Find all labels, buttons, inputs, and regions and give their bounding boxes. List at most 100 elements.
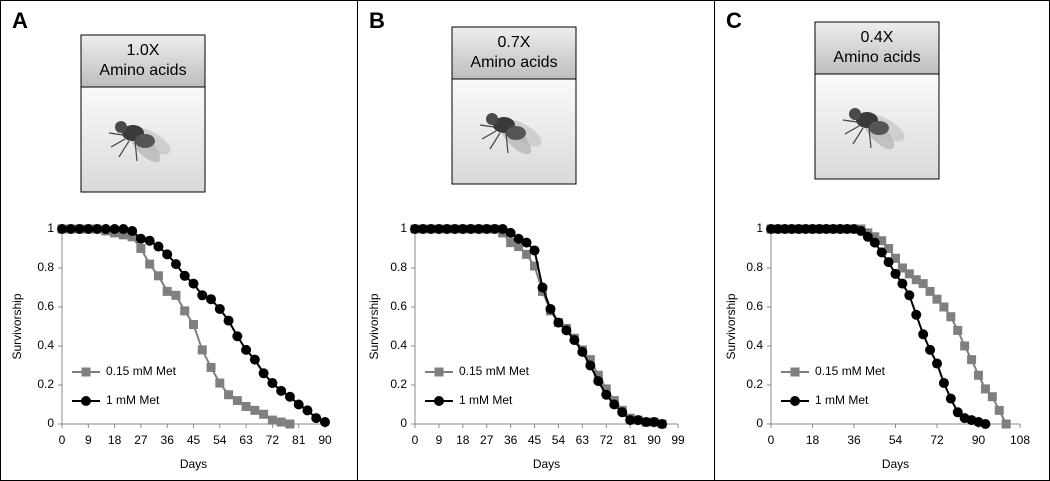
marker <box>553 317 564 328</box>
x-axis-title: Days <box>180 457 207 471</box>
marker <box>136 244 146 253</box>
marker <box>897 263 907 273</box>
y-tick-label: 0.8 <box>37 260 54 274</box>
marker <box>57 224 67 234</box>
fly-leg <box>134 140 138 162</box>
marker <box>835 224 846 234</box>
marker <box>807 224 818 234</box>
marker <box>862 231 873 242</box>
marker <box>904 269 914 279</box>
x-tick-label: 72 <box>600 433 614 447</box>
marker <box>967 355 977 365</box>
x-tick-label: 45 <box>528 433 542 447</box>
marker <box>974 370 983 380</box>
marker <box>417 224 428 234</box>
marker <box>987 392 997 402</box>
marker <box>81 396 91 406</box>
marker <box>81 367 91 377</box>
marker <box>311 413 322 424</box>
marker <box>960 341 970 351</box>
fly-abdomen <box>506 126 526 140</box>
legend-label: 0.15 mM Met <box>106 364 177 378</box>
x-tick-label: 9 <box>436 433 443 447</box>
marker <box>772 224 783 234</box>
marker <box>92 224 103 234</box>
marker <box>994 405 1004 415</box>
series-line <box>415 228 663 425</box>
x-axis-title: Days <box>533 457 560 471</box>
marker <box>197 345 207 355</box>
panel-label: B <box>369 8 385 33</box>
y-tick-label: 0.2 <box>746 377 763 391</box>
y-tick-label: 1 <box>756 221 763 235</box>
marker <box>425 224 436 234</box>
marker <box>506 238 516 248</box>
fly-leg <box>108 132 124 136</box>
marker <box>145 259 155 269</box>
x-tick-label: 18 <box>108 433 122 447</box>
x-tick-label: 63 <box>576 433 590 447</box>
marker <box>434 367 444 377</box>
marker <box>952 407 963 418</box>
fly-head <box>115 121 127 133</box>
marker <box>473 224 484 234</box>
marker <box>869 237 880 248</box>
marker <box>250 405 260 415</box>
marker <box>585 355 595 365</box>
marker <box>441 224 452 234</box>
fly-head <box>849 108 861 120</box>
marker <box>938 378 949 389</box>
x-tick-label: 27 <box>134 433 148 447</box>
y-tick-label: 0.4 <box>746 338 763 352</box>
x-tick-label: 81 <box>292 433 306 447</box>
y-tick-label: 0.8 <box>390 260 407 274</box>
marker <box>258 368 269 379</box>
header-box <box>451 26 577 80</box>
marker <box>188 278 199 289</box>
panel: B 0.7X Amino acids 0 0.2 0.4 0.6 0.8 1 0 9 18 27 36 45… <box>367 8 685 471</box>
y-tick-label: 0.8 <box>746 260 763 274</box>
series-line <box>415 228 663 425</box>
marker <box>65 224 76 234</box>
x-tick-label: 90 <box>318 433 332 447</box>
marker <box>521 237 532 248</box>
x-tick-label: 54 <box>213 433 227 447</box>
legend-label: 0.15 mM Met <box>815 364 886 378</box>
marker <box>641 417 652 428</box>
header-text: 0.7X <box>498 34 531 51</box>
y-tick-label: 0 <box>47 416 54 430</box>
marker <box>530 261 540 271</box>
marker <box>505 227 516 238</box>
y-axis-title: Survivorship <box>10 293 24 359</box>
marker <box>870 232 880 242</box>
marker <box>821 224 832 234</box>
marker <box>127 225 138 236</box>
marker <box>786 224 797 234</box>
fly-leg <box>842 119 858 123</box>
y-tick-label: 0.2 <box>37 377 54 391</box>
marker <box>513 233 524 244</box>
panel: C 0.4X Amino acids 0 0.2 0.4 0.6 0.8 1 0 18 36 54 72 9… <box>724 8 1030 471</box>
marker <box>153 271 163 281</box>
marker <box>83 224 94 234</box>
marker <box>410 224 420 234</box>
marker <box>828 224 839 234</box>
marker <box>980 384 990 394</box>
marker <box>215 378 225 388</box>
legend-label: 1 mM Met <box>815 393 869 407</box>
marker <box>932 294 942 304</box>
legend-label: 0.15 mM Met <box>459 364 530 378</box>
marker <box>609 399 620 410</box>
marker <box>259 409 269 419</box>
header-text: Amino acids <box>833 49 920 66</box>
marker <box>171 290 181 300</box>
marker <box>267 415 277 425</box>
y-tick-label: 0.6 <box>37 299 54 313</box>
marker <box>276 385 287 396</box>
fly-leg <box>868 127 872 149</box>
marker <box>465 224 476 234</box>
marker <box>118 230 128 240</box>
marker <box>925 344 936 355</box>
y-tick-label: 0.6 <box>390 299 407 313</box>
marker <box>891 253 900 263</box>
